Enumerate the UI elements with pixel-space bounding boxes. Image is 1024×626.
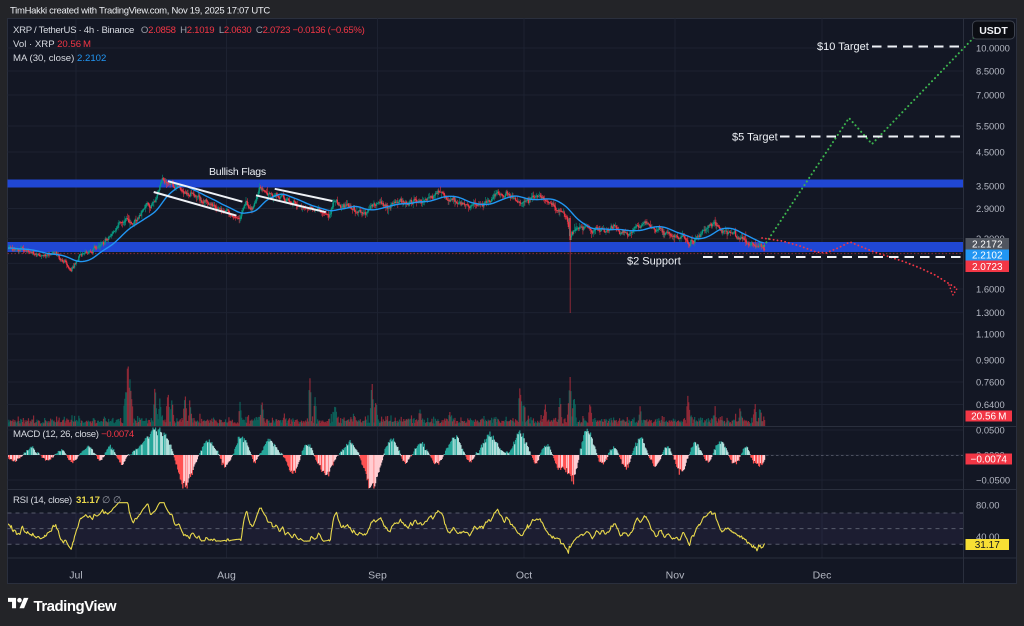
svg-text:0.6400: 0.6400	[976, 399, 1005, 410]
svg-text:TradingView: TradingView	[34, 598, 117, 615]
svg-text:USDT: USDT	[979, 25, 1008, 37]
svg-text:2.0723: 2.0723	[972, 262, 1003, 273]
svg-text:$2 Support: $2 Support	[627, 256, 681, 268]
svg-text:7.0000: 7.0000	[976, 90, 1005, 101]
svg-text:Oct: Oct	[516, 570, 532, 582]
svg-text:Jul: Jul	[69, 570, 82, 582]
svg-text:40.00: 40.00	[976, 531, 999, 542]
svg-text:31.17: 31.17	[76, 495, 100, 506]
svg-text:Dec: Dec	[813, 570, 832, 582]
svg-text:3.5000: 3.5000	[976, 181, 1005, 192]
svg-text:MA (30, close) 2.2102: MA (30, close) 2.2102	[13, 53, 106, 64]
svg-text:MACD (12, 26, close) −0.0074: MACD (12, 26, close) −0.0074	[13, 429, 135, 440]
svg-text:2.2172: 2.2172	[972, 239, 1003, 250]
svg-text:∅ ∅: ∅ ∅	[102, 495, 121, 506]
svg-text:−0.0074: −0.0074	[971, 455, 1008, 466]
svg-text:−0.0500: −0.0500	[976, 475, 1010, 486]
svg-text:Aug: Aug	[217, 570, 236, 582]
svg-text:1.1000: 1.1000	[976, 329, 1005, 340]
svg-text:80.00: 80.00	[976, 500, 999, 511]
svg-text:31.17: 31.17	[975, 540, 1000, 551]
svg-text:20.56 M: 20.56 M	[971, 412, 1006, 423]
svg-text:8.5000: 8.5000	[976, 66, 1005, 77]
svg-text:RSI (14, close): RSI (14, close)	[13, 495, 72, 506]
svg-text:Nov: Nov	[666, 570, 685, 582]
svg-text:1.6000: 1.6000	[976, 284, 1005, 295]
svg-text:5.5000: 5.5000	[976, 121, 1005, 132]
svg-text:10.0000: 10.0000	[976, 43, 1010, 54]
svg-text:2.2102: 2.2102	[972, 251, 1003, 262]
svg-text:4.5000: 4.5000	[976, 147, 1005, 158]
svg-text:Bullish Flags: Bullish Flags	[209, 166, 266, 178]
svg-text:Vol · XRP 20.56 M: Vol · XRP 20.56 M	[13, 39, 91, 50]
svg-text:2.9000: 2.9000	[976, 203, 1005, 214]
svg-text:$5 Target: $5 Target	[732, 132, 778, 144]
svg-text:0.0500: 0.0500	[976, 425, 1005, 436]
svg-text:1.3000: 1.3000	[976, 307, 1005, 318]
svg-text:XRP / TetherUS · 4h · Binance: XRP / TetherUS · 4h · Binance O2.0858 H2…	[13, 25, 365, 36]
svg-text:Sep: Sep	[368, 570, 387, 582]
svg-text:0.7600: 0.7600	[976, 377, 1005, 388]
svg-text:TimHakki created with TradingV: TimHakki created with TradingView.com, N…	[10, 6, 270, 17]
svg-text:$10 Target: $10 Target	[817, 41, 869, 53]
svg-text:0.9000: 0.9000	[976, 355, 1005, 366]
